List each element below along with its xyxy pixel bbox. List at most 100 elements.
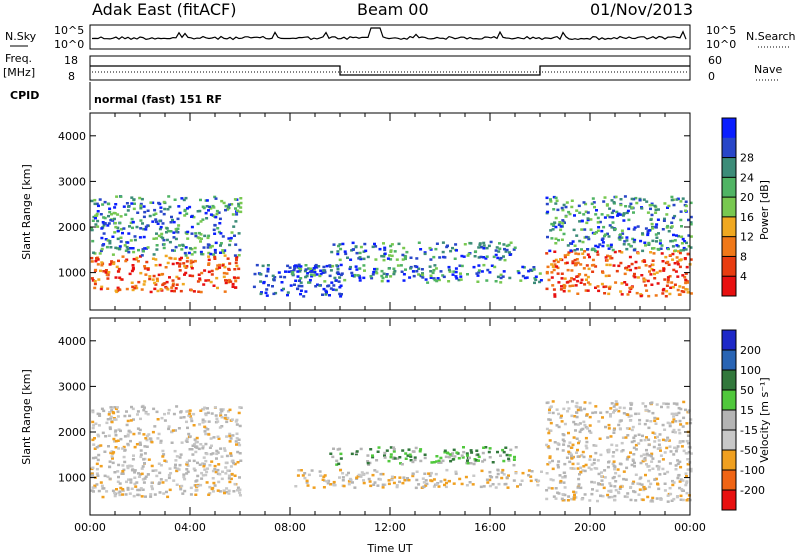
scatter-cell <box>477 455 481 459</box>
scatter-cell <box>127 232 131 235</box>
y-tick-label: 2000 <box>58 426 86 439</box>
scatter-cell <box>127 464 131 468</box>
scatter-cell <box>155 244 159 247</box>
scatter-cell <box>653 272 656 276</box>
scatter-cell <box>218 222 222 225</box>
scatter-cell <box>92 490 95 493</box>
scatter-cell <box>162 212 166 216</box>
scatter-cell <box>538 272 542 275</box>
scatter-cell <box>647 426 651 430</box>
scatter-cell <box>630 262 634 266</box>
scatter-cell <box>92 251 96 254</box>
scatter-cell <box>608 482 612 485</box>
scatter-cell <box>649 482 653 486</box>
scatter-cell <box>488 484 492 488</box>
scatter-cell <box>126 434 130 438</box>
scatter-cell <box>305 479 309 483</box>
scatter-cell <box>336 271 340 274</box>
scatter-cell <box>685 288 689 291</box>
scatter-cell <box>679 494 683 498</box>
scatter-cell <box>371 245 375 249</box>
scatter-cell <box>225 272 229 275</box>
scatter-cell <box>110 450 114 453</box>
scatter-cell <box>222 275 226 279</box>
scatter-cell <box>201 447 205 450</box>
scatter-cell <box>666 494 670 497</box>
colorbar-segment <box>722 390 736 411</box>
scatter-cell <box>550 271 554 274</box>
scatter-cell <box>186 426 189 430</box>
scatter-cell <box>633 226 637 229</box>
scatter-cell <box>225 490 229 494</box>
scatter-cell <box>474 250 478 253</box>
scatter-cell <box>238 452 242 455</box>
scatter-cell <box>238 494 242 497</box>
scatter-cell <box>608 255 612 258</box>
scatter-cell <box>108 263 112 266</box>
scatter-cell <box>502 255 505 258</box>
scatter-cell <box>668 422 672 425</box>
scatter-cell <box>606 493 610 497</box>
scatter-cell <box>594 244 598 248</box>
scatter-cell <box>574 491 578 494</box>
scatter-cell <box>689 467 693 471</box>
scatter-cell <box>657 487 661 491</box>
scatter-cell <box>662 269 666 272</box>
scatter-cell <box>113 440 116 443</box>
scatter-cell <box>192 459 196 463</box>
scatter-cell <box>689 246 693 249</box>
scatter-cell <box>127 250 131 254</box>
scatter-cell <box>636 252 640 255</box>
scatter-cell <box>239 210 243 214</box>
scatter-cell <box>596 245 600 249</box>
scatter-cell <box>192 290 196 293</box>
scatter-cell <box>561 219 565 222</box>
scatter-cell <box>180 441 184 444</box>
scatter-cell <box>185 420 188 424</box>
scatter-cell <box>427 472 431 475</box>
scatter-cell <box>625 427 629 430</box>
scatter-cell <box>488 271 492 274</box>
scatter-cell <box>188 415 192 418</box>
scatter-cell <box>389 455 393 459</box>
scatter-cell <box>90 256 94 260</box>
scatter-cell <box>585 413 589 416</box>
scatter-cell <box>180 248 184 251</box>
scatter-cell <box>651 457 655 460</box>
scatter-cell <box>125 245 129 249</box>
scatter-cell <box>207 263 211 266</box>
scatter-cell <box>527 469 531 472</box>
scatter-cell <box>126 241 130 244</box>
scatter-cell <box>215 276 219 280</box>
scatter-cell <box>653 416 657 420</box>
scatter-cell <box>145 445 149 448</box>
scatter-cell <box>92 443 96 446</box>
scatter-cell <box>363 242 367 246</box>
scatter-cell <box>621 436 625 439</box>
scatter-cell <box>666 470 670 474</box>
scatter-cell <box>548 406 552 409</box>
scatter-cell <box>607 423 611 427</box>
scatter-cell <box>570 269 574 272</box>
velocity-x-axis: 00:00 04:00 08:00 12:00 16:00 20:00 00:00 <box>74 318 706 534</box>
scatter-cell <box>224 466 228 469</box>
scatter-cell <box>658 239 662 242</box>
scatter-cell <box>160 416 164 420</box>
scatter-cell <box>339 263 343 267</box>
scatter-cell <box>96 458 100 462</box>
scatter-cell <box>151 278 155 281</box>
scatter-cell <box>533 281 536 285</box>
scatter-cell <box>504 446 508 449</box>
scatter-cell <box>398 456 402 459</box>
scatter-cell <box>613 465 617 468</box>
scatter-cell <box>330 250 334 254</box>
scatter-cell <box>390 475 394 478</box>
scatter-cell <box>683 240 687 243</box>
scatter-cell <box>630 463 634 467</box>
scatter-cell <box>647 479 651 483</box>
scatter-cell <box>555 199 559 202</box>
scatter-cell <box>684 408 687 412</box>
scatter-cell <box>130 405 133 409</box>
scatter-cell <box>586 253 590 256</box>
scatter-cell <box>95 212 99 216</box>
